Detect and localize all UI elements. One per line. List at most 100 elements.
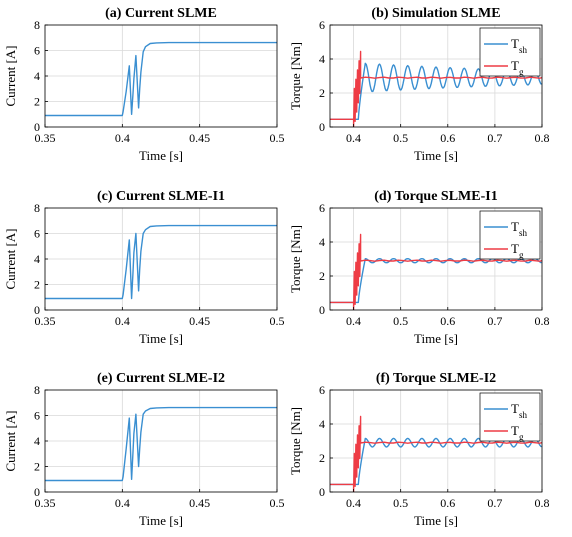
y-tick-label: 2 <box>34 278 40 292</box>
axes-box <box>329 207 543 311</box>
series-line-g <box>330 50 542 127</box>
x-tick-label: 0.5 <box>393 131 408 145</box>
y-axis-label: Torque [Nm] <box>288 407 303 475</box>
legend-label-sh: Tsh <box>511 219 527 238</box>
x-axis-label: Time [s] <box>414 148 458 163</box>
series-line-current <box>45 41 277 117</box>
x-tick-label: 0.4 <box>115 314 130 328</box>
chart-panel-b: 0.4 0.5 0.6 0.7 0.8 0 2 4 6 (b) Simulation SLME Ti… <box>288 6 550 163</box>
x-axis-label: Time [s] <box>139 331 183 346</box>
legend-label-main: T <box>511 58 519 73</box>
y-tick-label: 2 <box>34 95 40 109</box>
y-tick-label: 6 <box>34 44 40 58</box>
y-tick-label: 6 <box>319 383 325 397</box>
chart-panel-d: 0.4 0.5 0.6 0.7 0.8 0 2 4 6 (d) Torque SLME-I1 Tim… <box>288 189 550 346</box>
x-tick-label: 0.5 <box>270 496 285 510</box>
x-tick-label: 0.6 <box>440 314 455 328</box>
x-axis-label: Time [s] <box>139 148 183 163</box>
chart-panel-e: 0.35 0.4 0.45 0.5 0 2 4 6 8 (e) Current SLME-I2 Ti… <box>3 371 285 528</box>
legend-box <box>479 392 541 442</box>
y-axis-label: Torque [Nm] <box>288 42 303 110</box>
chart-title: (c) Current SLME-I1 <box>97 189 225 204</box>
legend-label-g: Tg <box>511 58 524 77</box>
x-tick-label: 0.5 <box>270 131 285 145</box>
x-tick-label: 0.8 <box>535 496 550 510</box>
y-tick-label: 0 <box>319 120 325 134</box>
chart-panel-a: 0.35 0.4 0.45 0.5 0 2 4 6 8 (a) Current SLME Time … <box>3 6 285 163</box>
y-tick-label: 4 <box>34 252 40 266</box>
x-tick-label: 0.4 <box>115 496 130 510</box>
legend-label-g: Tg <box>511 423 524 442</box>
y-tick-label: 0 <box>34 485 40 499</box>
chart-title: (f) Torque SLME-I2 <box>376 371 496 386</box>
chart-title: (e) Current SLME-I2 <box>97 371 225 386</box>
y-tick-label: 6 <box>319 18 325 32</box>
y-tick-label: 4 <box>319 235 325 249</box>
chart-title: (b) Simulation SLME <box>371 6 500 21</box>
series-line-g <box>330 233 542 310</box>
y-tick-label: 2 <box>319 451 325 465</box>
chart-panel-f: 0.4 0.5 0.6 0.7 0.8 0 2 4 6 (f) Torque SLME-I2 Tim… <box>288 371 550 528</box>
x-tick-label: 0.5 <box>270 314 285 328</box>
chart-title: (a) Current SLME <box>105 6 217 21</box>
y-tick-label: 0 <box>319 303 325 317</box>
legend-label-sub: g <box>519 432 524 442</box>
legend-label-sub: g <box>519 250 524 260</box>
chart-panel-c: 0.35 0.4 0.45 0.5 0 2 4 6 8 (c) Current SLME-I1 Ti… <box>3 189 285 346</box>
y-axis-label: Torque [Nm] <box>288 225 303 293</box>
legend-label-main: T <box>511 219 519 234</box>
x-tick-label: 0.5 <box>393 496 408 510</box>
legend-label-main: T <box>511 36 519 51</box>
x-tick-label: 0.7 <box>487 314 502 328</box>
x-tick-label: 0.6 <box>440 496 455 510</box>
y-axis-label: Current [A] <box>3 228 18 289</box>
axes-box <box>329 389 543 493</box>
y-tick-label: 6 <box>34 227 40 241</box>
x-tick-label: 0.7 <box>487 131 502 145</box>
x-tick-label: 0.8 <box>535 314 550 328</box>
legend-label-main: T <box>511 401 519 416</box>
y-tick-label: 0 <box>34 303 40 317</box>
y-tick-label: 2 <box>319 269 325 283</box>
x-tick-label: 0.8 <box>535 131 550 145</box>
chart-title: (d) Torque SLME-I1 <box>374 189 497 204</box>
x-tick-label: 0.5 <box>393 314 408 328</box>
y-tick-label: 6 <box>319 201 325 215</box>
y-tick-label: 4 <box>34 69 40 83</box>
x-axis-label: Time [s] <box>414 331 458 346</box>
y-tick-label: 8 <box>34 383 40 397</box>
x-tick-label: 0.35 <box>35 131 56 145</box>
x-tick-label: 0.4 <box>346 314 361 328</box>
x-tick-label: 0.45 <box>189 496 210 510</box>
series-line-current <box>45 224 277 300</box>
y-tick-label: 6 <box>34 409 40 423</box>
series-line-sh <box>330 62 542 121</box>
x-tick-label: 0.6 <box>440 131 455 145</box>
legend-box <box>479 210 541 260</box>
y-tick-label: 4 <box>319 417 325 431</box>
x-axis-label: Time [s] <box>139 513 183 528</box>
legend-label-g: Tg <box>511 241 524 260</box>
legend-label-sh: Tsh <box>511 36 527 55</box>
legend-label-sub: sh <box>519 410 528 420</box>
x-tick-label: 0.4 <box>346 496 361 510</box>
y-axis-label: Current [A] <box>3 410 18 471</box>
legend-label-sub: sh <box>519 228 528 238</box>
x-tick-label: 0.4 <box>115 131 130 145</box>
legend-label-sub: g <box>519 67 524 77</box>
series-line-current <box>45 406 277 482</box>
x-tick-label: 0.7 <box>487 496 502 510</box>
legend-label-sh: Tsh <box>511 401 527 420</box>
x-axis-label: Time [s] <box>414 513 458 528</box>
y-tick-label: 0 <box>319 485 325 499</box>
y-axis-label: Current [A] <box>3 45 18 106</box>
y-tick-label: 8 <box>34 18 40 32</box>
axes-box <box>329 24 543 128</box>
y-tick-label: 4 <box>34 434 40 448</box>
x-tick-label: 0.35 <box>35 496 56 510</box>
y-tick-label: 8 <box>34 201 40 215</box>
y-tick-label: 2 <box>34 460 40 474</box>
legend-label-sub: sh <box>519 45 528 55</box>
legend-box <box>479 27 541 77</box>
